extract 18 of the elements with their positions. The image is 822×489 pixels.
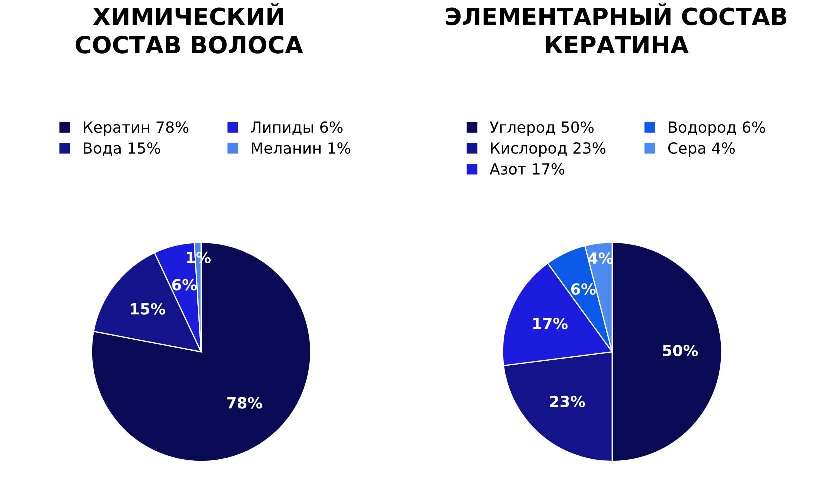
legend-label: Углерод 50% xyxy=(490,122,594,136)
data-label: 6% xyxy=(571,284,596,296)
legend-label: Кислород 23% xyxy=(491,142,606,158)
legend-label: Водород 6% xyxy=(669,122,766,136)
chart-title: ЭЛЕМЕНТАРНЫЙ СОСТАВ КЕРАТИНА xyxy=(446,3,787,54)
chart-title: ХИМИЧЕСКИЙ СОСТАВ ВОЛОСА xyxy=(76,3,304,54)
legend-label: Азот 17% xyxy=(490,163,565,175)
legend-label: Сера 4% xyxy=(668,142,736,158)
pie-slice xyxy=(91,242,312,462)
data-label: 23% xyxy=(550,396,586,408)
legend-label: Кератин 78% xyxy=(84,122,189,136)
data-label: 15% xyxy=(131,303,166,315)
data-label: 50% xyxy=(663,344,698,357)
data-label: 78% xyxy=(227,397,262,409)
data-label: 17% xyxy=(534,318,568,330)
legend-label: Вода 15% xyxy=(84,142,160,156)
legend-label: Меланин 1% xyxy=(252,142,350,154)
legend-label: Липиды 6% xyxy=(251,122,343,136)
